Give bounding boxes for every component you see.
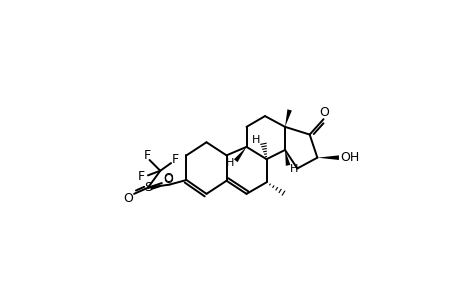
Text: O: O [123,192,133,205]
Polygon shape [285,109,291,127]
Text: O: O [162,173,173,187]
Polygon shape [317,155,338,160]
Text: O: O [319,106,329,119]
Polygon shape [234,147,246,162]
Text: H: H [290,164,298,174]
Text: O: O [162,172,173,185]
Text: F: F [172,154,179,166]
Text: H: H [226,158,234,168]
Text: H: H [251,135,259,145]
Text: F: F [143,149,151,162]
Text: F: F [138,170,145,183]
Text: S: S [144,181,151,194]
Text: OH: OH [339,151,358,164]
Polygon shape [285,150,290,166]
